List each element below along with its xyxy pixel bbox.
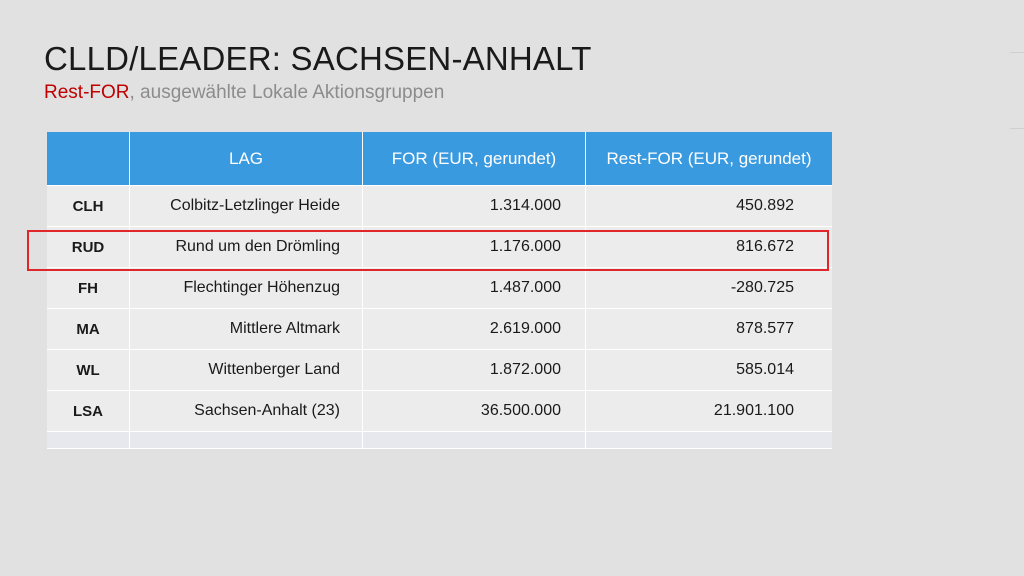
cell-for: 1.314.000 (362, 185, 586, 227)
cell-for: 1.176.000 (362, 226, 586, 268)
header-cell-code (47, 132, 130, 186)
cell-empty (585, 431, 832, 449)
cell-code: FH (47, 267, 130, 309)
cell-code: RUD (47, 226, 130, 268)
cell-rest-for: 450.892 (585, 185, 832, 227)
cell-lag: Flechtinger Höhenzug (129, 267, 363, 309)
cell-empty (129, 431, 363, 449)
cell-lag: Rund um den Drömling (129, 226, 363, 268)
cell-rest-for: 878.577 (585, 308, 832, 350)
subtitle-accent: Rest-FOR (44, 82, 130, 103)
edge-mark (1010, 128, 1024, 129)
table-empty-row (47, 431, 832, 449)
cell-for: 1.487.000 (362, 267, 586, 309)
cell-for: 2.619.000 (362, 308, 586, 350)
table-row: WL Wittenberger Land 1.872.000 585.014 (47, 349, 832, 391)
cell-rest-for: 816.672 (585, 226, 832, 268)
table-row: CLH Colbitz-Letzlinger Heide 1.314.000 4… (47, 185, 832, 227)
cell-rest-for: 21.901.100 (585, 390, 832, 432)
cell-for: 1.872.000 (362, 349, 586, 391)
edge-mark (1010, 52, 1024, 53)
lag-table: LAG FOR (EUR, gerundet) Rest-FOR (EUR, g… (47, 132, 832, 449)
cell-code: LSA (47, 390, 130, 432)
table-row-highlighted: RUD Rund um den Drömling 1.176.000 816.6… (47, 226, 832, 268)
header-cell-rest-for: Rest-FOR (EUR, gerundet) (585, 132, 832, 186)
cell-lag: Wittenberger Land (129, 349, 363, 391)
slide-subtitle: Rest-FOR, ausgewählte Lokale Aktionsgrup… (44, 82, 444, 104)
cell-empty (47, 431, 130, 449)
table-header-row: LAG FOR (EUR, gerundet) Rest-FOR (EUR, g… (47, 132, 832, 186)
cell-lag: Sachsen-Anhalt (23) (129, 390, 363, 432)
table-row: FH Flechtinger Höhenzug 1.487.000 -280.7… (47, 267, 832, 309)
cell-for: 36.500.000 (362, 390, 586, 432)
header-cell-lag: LAG (129, 132, 363, 186)
subtitle-text: , ausgewählte Lokale Aktionsgruppen (129, 82, 445, 103)
cell-lag: Mittlere Altmark (129, 308, 363, 350)
cell-rest-for: -280.725 (585, 267, 832, 309)
slide-title: CLLD/LEADER: SACHSEN-ANHALT (44, 40, 592, 77)
cell-rest-for: 585.014 (585, 349, 832, 391)
cell-code: CLH (47, 185, 130, 227)
table-row: LSA Sachsen-Anhalt (23) 36.500.000 21.90… (47, 390, 832, 432)
cell-code: WL (47, 349, 130, 391)
cell-empty (362, 431, 586, 449)
cell-code: MA (47, 308, 130, 350)
table-row: MA Mittlere Altmark 2.619.000 878.577 (47, 308, 832, 350)
cell-lag: Colbitz-Letzlinger Heide (129, 185, 363, 227)
header-cell-for: FOR (EUR, gerundet) (362, 132, 586, 186)
